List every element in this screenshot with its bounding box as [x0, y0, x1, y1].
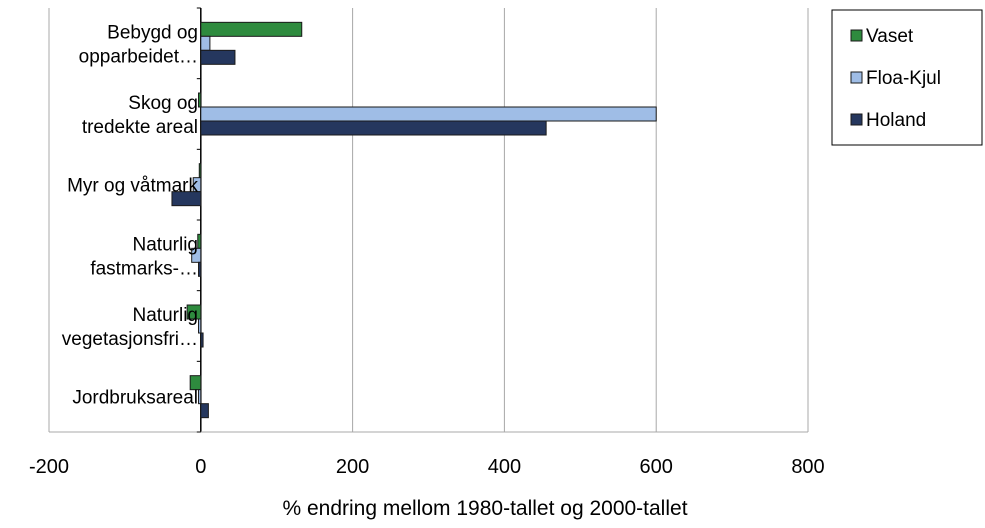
category-label: Myr og våtmark — [67, 176, 198, 197]
bar-vaset — [198, 92, 202, 108]
bar-vaset — [189, 375, 202, 391]
category-label-line: Naturlig — [133, 305, 198, 326]
bar-holand — [200, 49, 236, 65]
x-axis-label: % endring mellom 1980-tallet og 2000-tal… — [282, 497, 687, 520]
category-label-line: opparbeidet… — [79, 46, 198, 67]
bar-holand — [171, 191, 202, 207]
x-tick-label: 800 — [791, 456, 824, 478]
legend-swatch — [850, 29, 863, 42]
bar-vaset — [200, 21, 303, 37]
bar-vaset — [197, 233, 202, 249]
legend-label: Floa-Kjul — [866, 68, 941, 89]
legend-label: Vaset — [866, 26, 914, 47]
x-tick-label: 600 — [640, 456, 673, 478]
category-label-line: Naturlig — [133, 234, 198, 255]
bar-vaset — [198, 163, 202, 179]
bar-holand — [198, 261, 202, 277]
category-label-line: Bebygd og — [107, 22, 198, 43]
category-label-line: tredekte areal — [82, 117, 198, 138]
bar-floa-kjul — [200, 35, 211, 51]
bar-vaset — [186, 304, 202, 320]
category-label: Skog og tredekte areal — [82, 93, 198, 138]
category-label-line: fastmarks-… — [90, 258, 198, 279]
bar-holand — [200, 332, 204, 348]
x-tick-label: 200 — [336, 456, 369, 478]
bar-floa-kjul — [198, 318, 202, 334]
x-tick-label: 400 — [488, 456, 521, 478]
category-label: Jordbruksareal — [72, 388, 198, 409]
legend-swatch — [850, 113, 863, 126]
bar-holand — [200, 403, 209, 419]
category-label: Naturlig vegetasjonsfri… — [62, 305, 198, 350]
bar-floa-kjul — [191, 247, 202, 263]
category-label-line: Jordbruksareal — [72, 388, 198, 409]
category-label-line: vegetasjonsfri… — [62, 329, 198, 350]
bar-floa-kjul — [200, 106, 657, 122]
bar-floa-kjul — [198, 389, 202, 405]
x-tick-label: 0 — [195, 456, 206, 478]
category-label: Naturlig fastmarks-… — [90, 234, 198, 279]
category-label: Bebygd og opparbeidet… — [79, 22, 198, 67]
x-tick-label: -200 — [29, 456, 69, 478]
bar-holand — [200, 120, 547, 136]
legend-swatch — [850, 71, 863, 84]
category-label-line: Myr og våtmark — [67, 176, 198, 197]
category-label-line: Skog og — [128, 93, 198, 114]
legend-label: Holand — [866, 110, 926, 131]
